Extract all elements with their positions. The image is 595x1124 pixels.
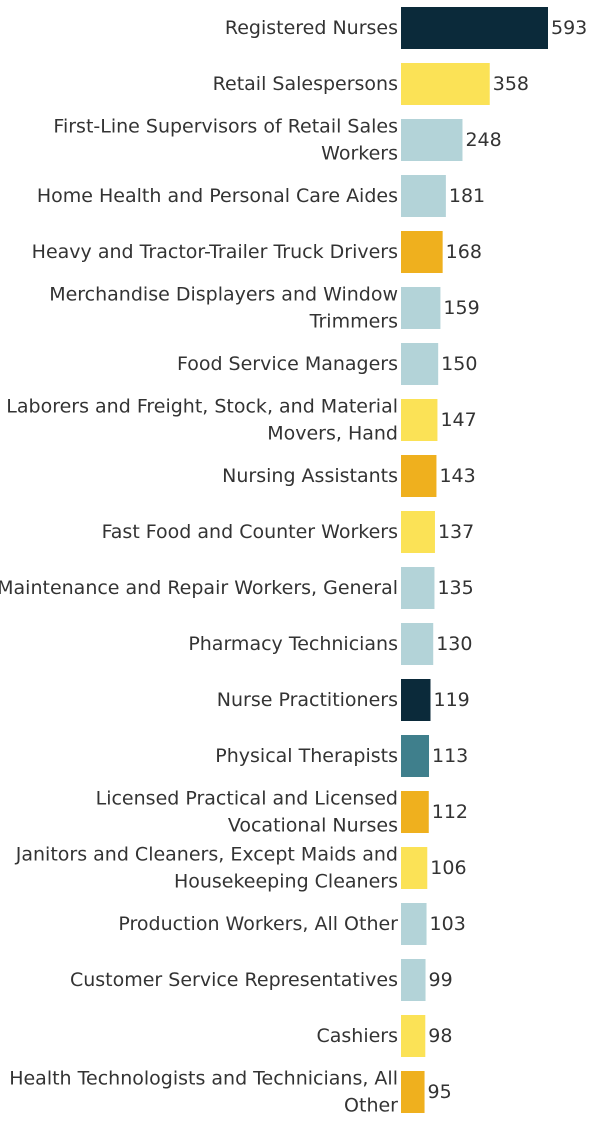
value-label: 150 [441, 353, 477, 375]
value-label: 112 [432, 801, 468, 823]
bar [401, 287, 441, 329]
value-label: 137 [438, 521, 474, 543]
bar [401, 679, 431, 721]
bar [401, 63, 490, 105]
bar [401, 455, 437, 497]
value-label: 99 [429, 969, 453, 991]
category-label: Cashiers [316, 1025, 398, 1047]
bar [401, 399, 438, 441]
value-label: 103 [430, 913, 466, 935]
value-label: 119 [433, 689, 469, 711]
bar [401, 7, 548, 49]
category-label: First-Line Supervisors of Retail Sales Wo… [53, 116, 398, 165]
bar [401, 1071, 425, 1113]
category-label: Registered Nurses [225, 17, 398, 39]
bar [401, 903, 427, 945]
bar [401, 1015, 426, 1057]
bar [401, 231, 443, 273]
value-label: 358 [493, 73, 529, 95]
bar [401, 343, 439, 385]
value-label: 95 [428, 1081, 452, 1103]
value-label: 168 [446, 241, 482, 263]
value-label: 98 [428, 1025, 452, 1047]
category-label: Production Workers, All Other [118, 913, 398, 935]
value-label: 593 [551, 17, 587, 39]
category-label: Health Technologists and Technicians, Al… [9, 1068, 398, 1117]
value-label: 248 [465, 129, 501, 151]
category-label: Nurse Practitioners [217, 689, 398, 711]
bar [401, 847, 428, 889]
bar [401, 791, 429, 833]
bar [401, 175, 446, 217]
category-label: Laborers and Freight, Stock, and Materia… [6, 396, 398, 445]
category-label: Physical Therapists [215, 745, 398, 767]
category-label: Janitors and Cleaners, Except Maids and H… [15, 844, 398, 893]
bar [401, 567, 435, 609]
category-label: Retail Salespersons [213, 73, 398, 95]
category-label: Fast Food and Counter Workers [102, 521, 398, 543]
value-label: 130 [436, 633, 472, 655]
bar [401, 119, 463, 161]
category-label: Food Service Managers [177, 353, 398, 375]
category-label: Nursing Assistants [222, 465, 398, 487]
category-label: Maintenance and Repair Workers, General [0, 577, 398, 599]
category-label: Home Health and Personal Care Aides [37, 185, 398, 207]
value-label: 147 [440, 409, 476, 431]
category-label: Pharmacy Technicians [188, 633, 398, 655]
value-label: 113 [432, 745, 468, 767]
value-label: 181 [449, 185, 485, 207]
category-label: Merchandise Displayers and Window Trimmer… [49, 284, 398, 333]
bar [401, 511, 435, 553]
bar [401, 623, 434, 665]
value-label: 159 [443, 297, 479, 319]
value-label: 106 [430, 857, 466, 879]
bar [401, 735, 430, 777]
category-label: Customer Service Representatives [70, 969, 398, 991]
category-label: Licensed Practical and Licensed Vocationa… [96, 788, 398, 837]
value-label: 143 [439, 465, 475, 487]
category-label: Heavy and Tractor-Trailer Truck Drivers [32, 241, 398, 263]
value-label: 135 [437, 577, 473, 599]
bar [401, 959, 426, 1001]
